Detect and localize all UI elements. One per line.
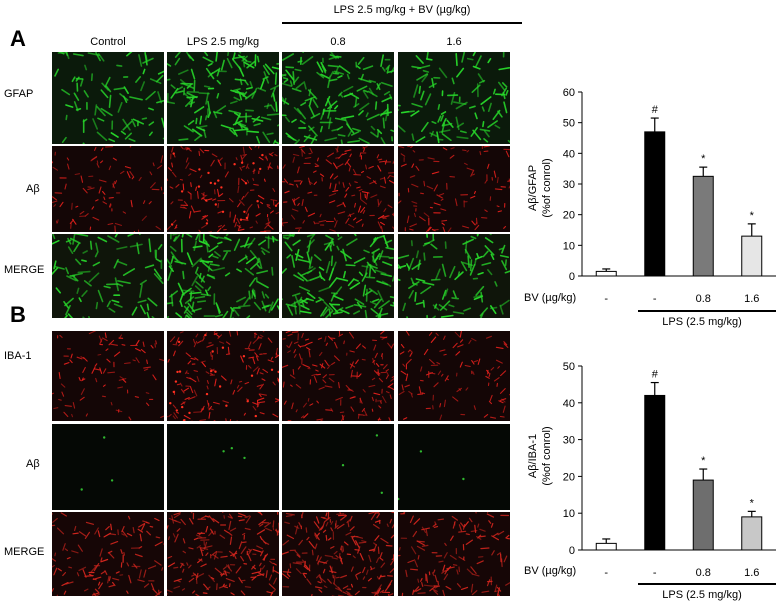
panel-label-b: B <box>10 302 26 327</box>
row-label-merge-a: MERGE <box>4 264 45 276</box>
chart-a-y-tick-label: 10 <box>563 240 575 252</box>
row-label-gfap: GFAP <box>4 88 34 100</box>
chart-b-category-label: 1.6 <box>744 567 759 579</box>
chart-b-y-tick-label: 10 <box>563 508 575 520</box>
panel-b-micrograph-r3-c1 <box>52 512 164 596</box>
chart-a-bar <box>595 270 617 277</box>
y-axis-label-a-line1: Aβ/GFAP <box>527 165 539 211</box>
chart-b-bar <box>595 542 617 551</box>
panel-a-micrograph-r2-c2 <box>167 146 279 232</box>
column-header-bv-0-8: 0.8 <box>330 36 346 48</box>
chart-b-significance-mark: # <box>652 369 659 381</box>
row-label-abeta-b: Aβ <box>26 458 40 470</box>
panel-a-micrograph-r3-c4 <box>398 234 510 318</box>
column-header-control: Control <box>90 36 126 48</box>
row-label-merge-b: MERGE <box>4 546 45 558</box>
panel-a-micrograph-r1-c1 <box>52 52 164 144</box>
chart-b-significance-mark: * <box>701 455 706 467</box>
chart-b-bar <box>692 479 714 551</box>
panel-b-micrograph-r1-c3 <box>282 331 394 421</box>
panel-a-micrograph-r3-c3 <box>282 234 394 318</box>
chart-b-y-tick-label: 0 <box>569 545 575 557</box>
bar-chart-a: 0 10 20 30 40 50 60 - # - * 0.8 * 1.6 Aβ/GFAP (%of co… <box>524 87 776 328</box>
panel-b-micrograph-r1-c4 <box>398 331 510 421</box>
panel-b-micrograph-r2-c2 <box>167 424 279 510</box>
chart-a-y-tick-label: 30 <box>563 179 575 191</box>
y-axis-label-b-line1: Aβ/IBA-1 <box>527 434 539 478</box>
chart-b-significance-mark: * <box>750 497 755 509</box>
chart-a-significance-mark: * <box>750 210 755 222</box>
panel-b-micrograph-r1-c2 <box>167 331 279 421</box>
chart-a-category-label: 1.6 <box>744 293 759 305</box>
bv-label-b: BV (µg/kg) <box>524 565 576 577</box>
panel-a-micrograph-r3-c1 <box>52 234 164 318</box>
panel-b-micrograph-r1-c1 <box>52 331 164 421</box>
bar-chart-b: 0 10 20 30 40 50 - # - * 0.8 * 1.6 Aβ/IBA-1 (%of con… <box>524 361 776 601</box>
panel-a-micrograph-r1-c2 <box>167 52 279 144</box>
panel-b-micrograph-r3-c4 <box>398 512 510 596</box>
column-header-bv-1-6: 1.6 <box>446 36 462 48</box>
chart-a-category-label: 0.8 <box>696 293 711 305</box>
chart-b-category-label: 0.8 <box>696 567 711 579</box>
panel-a-micrograph-r2-c1 <box>52 146 164 232</box>
chart-b-category-label: - <box>653 567 657 579</box>
treatment-group-label: LPS 2.5 mg/kg + BV (µg/kg) <box>333 4 471 16</box>
chart-b-category-label: - <box>604 567 608 579</box>
bv-label-a: BV (µg/kg) <box>524 292 576 304</box>
lps-label-a: LPS (2.5 mg/kg) <box>662 316 741 328</box>
panel-b-micrograph-r3-c3 <box>282 512 394 596</box>
chart-a-bar <box>741 235 763 277</box>
chart-b-bar <box>644 394 666 551</box>
panel-b-micrograph-r2-c3 <box>282 424 394 510</box>
chart-a-significance-mark: * <box>701 153 706 165</box>
chart-a-bar <box>644 131 666 277</box>
chart-a-y-tick-label: 20 <box>563 210 575 222</box>
chart-b-y-tick-label: 20 <box>563 471 575 483</box>
panel-a-micrograph-r1-c4 <box>398 52 510 144</box>
chart-b-y-tick-label: 50 <box>563 361 575 373</box>
y-axis-label-b-line2: (%of conrol) <box>541 426 553 485</box>
panel-a-micrograph-r1-c3 <box>282 52 394 144</box>
panel-b-micrograph-r2-c4 <box>398 424 510 510</box>
column-header-lps: LPS 2.5 mg/kg <box>186 36 260 48</box>
chart-a-category-label: - <box>604 293 608 305</box>
panel-b-micrograph-r3-c2 <box>167 512 279 596</box>
chart-a-bar <box>692 175 714 277</box>
chart-a-significance-mark: # <box>652 104 659 116</box>
chart-a-y-tick-label: 50 <box>563 118 575 130</box>
chart-b-y-tick-label: 30 <box>563 435 575 447</box>
chart-a-y-tick-label: 40 <box>563 148 575 160</box>
lps-label-b: LPS (2.5 mg/kg) <box>662 589 741 601</box>
chart-b-y-tick-label: 40 <box>563 398 575 410</box>
row-label-iba1: IBA-1 <box>4 350 32 362</box>
panel-b-micrograph-r2-c1 <box>52 424 164 510</box>
chart-a-y-tick-label: 60 <box>563 87 575 99</box>
chart-a-category-label: - <box>653 293 657 305</box>
panel-a-micrograph-r2-c3 <box>282 146 394 232</box>
panel-a-micrograph-r3-c2 <box>167 234 279 318</box>
treatment-group-line <box>282 22 522 24</box>
panel-label-a: A <box>10 26 26 51</box>
y-axis-label-a-line2: (%of conrol) <box>541 158 553 217</box>
row-label-abeta-a: Aβ <box>26 183 40 195</box>
panel-a-micrograph-r2-c4 <box>398 146 510 232</box>
chart-a-y-tick-label: 0 <box>569 271 575 283</box>
chart-b-bar <box>741 516 763 551</box>
